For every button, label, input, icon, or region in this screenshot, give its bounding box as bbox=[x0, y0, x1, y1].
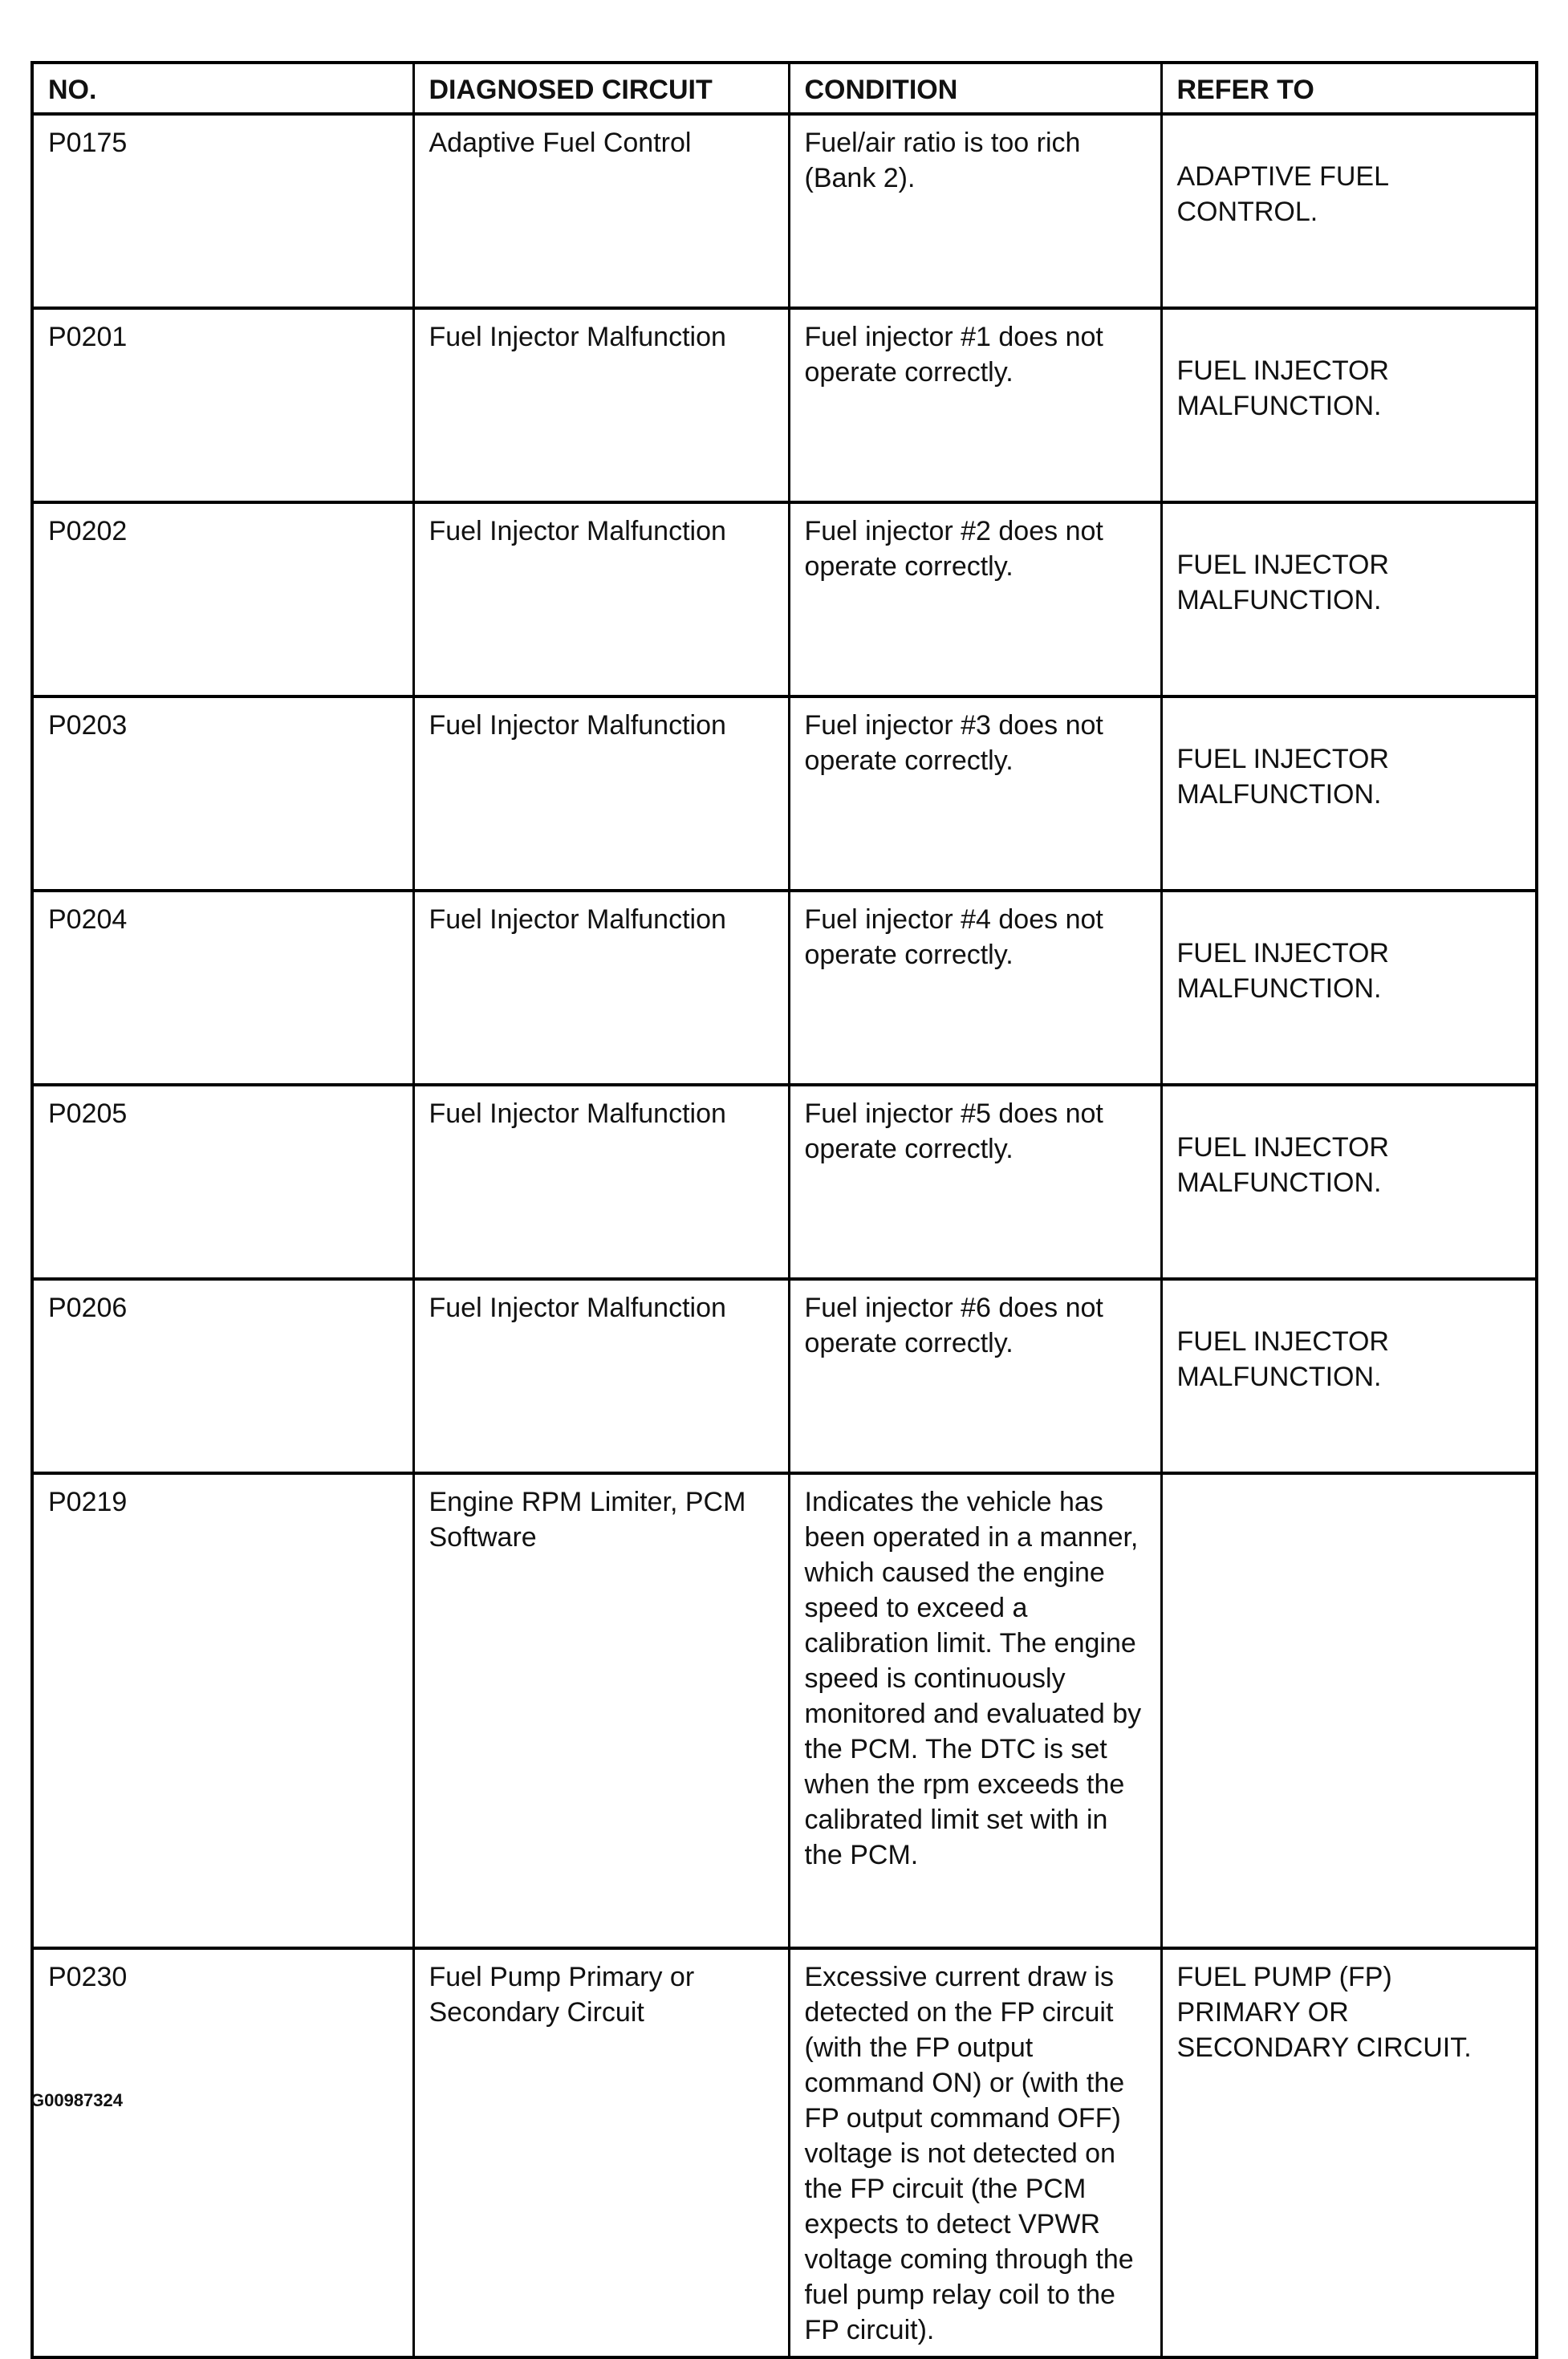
dtc-code: P0202 bbox=[30, 501, 415, 698]
refer-to: FUEL INJECTOR MALFUNCTION. bbox=[1160, 501, 1538, 698]
refer-to: FUEL INJECTOR MALFUNCTION. bbox=[1160, 307, 1538, 504]
table-row: P0203 Fuel Injector Malfunction Fuel injec… bbox=[30, 695, 1538, 892]
table-row: P0202 Fuel Injector Malfunction Fuel injec… bbox=[30, 501, 1538, 698]
dtc-code: P0203 bbox=[30, 695, 415, 892]
dtc-code: P0219 bbox=[30, 1472, 415, 1950]
refer-to: FUEL INJECTOR MALFUNCTION. bbox=[1160, 1083, 1538, 1281]
figure-id: G00987324 bbox=[30, 2090, 123, 2110]
diagnosed-circuit: Fuel Injector Malfunction bbox=[412, 889, 790, 1086]
dtc-code: P0205 bbox=[30, 1083, 415, 1281]
condition: Fuel injector #5 does not operate correc… bbox=[787, 1083, 1163, 1281]
dtc-code: P0230 bbox=[30, 1947, 415, 2359]
condition: Fuel injector #3 does not operate correc… bbox=[787, 695, 1163, 892]
condition: Fuel injector #4 does not operate correc… bbox=[787, 889, 1163, 1086]
diagnosed-circuit: Fuel Pump Primary or Secondary Circuit bbox=[412, 1947, 790, 2359]
table-row: P0205 Fuel Injector Malfunction Fuel injec… bbox=[30, 1083, 1538, 1281]
refer-to: FUEL PUMP (FP) PRIMARY OR SECONDARY CIRC… bbox=[1160, 1947, 1538, 2359]
condition: Fuel injector #2 does not operate correc… bbox=[787, 501, 1163, 698]
refer-to: FUEL INJECTOR MALFUNCTION. bbox=[1160, 695, 1538, 892]
refer-to: FUEL INJECTOR MALFUNCTION. bbox=[1160, 1277, 1538, 1475]
header-circuit: DIAGNOSED CIRCUIT bbox=[412, 61, 790, 116]
condition: Fuel injector #6 does not operate correc… bbox=[787, 1277, 1163, 1475]
diagnosed-circuit: Engine RPM Limiter, PCM Software bbox=[412, 1472, 790, 1950]
diagnosed-circuit: Fuel Injector Malfunction bbox=[412, 501, 790, 698]
condition: Fuel/air ratio is too rich (Bank 2). bbox=[787, 112, 1163, 310]
header-refer: REFER TO bbox=[1160, 61, 1538, 116]
diagnosed-circuit: Fuel Injector Malfunction bbox=[412, 695, 790, 892]
table-row: P0204 Fuel Injector Malfunction Fuel injec… bbox=[30, 889, 1538, 1086]
header-no: NO. bbox=[30, 61, 415, 116]
dtc-code: P0175 bbox=[30, 112, 415, 310]
dtc-code: P0206 bbox=[30, 1277, 415, 1475]
condition: Indicates the vehicle has been operated … bbox=[787, 1472, 1163, 1950]
refer-to: FUEL INJECTOR MALFUNCTION. bbox=[1160, 889, 1538, 1086]
refer-to: ADAPTIVE FUEL CONTROL. bbox=[1160, 112, 1538, 310]
dtc-code: P0201 bbox=[30, 307, 415, 504]
table-row: P0175 Adaptive Fuel Control Fuel/air ratio… bbox=[30, 112, 1538, 310]
condition: Fuel injector #1 does not operate correc… bbox=[787, 307, 1163, 504]
header-row: NO. DIAGNOSED CIRCUIT CONDITION REFER TO bbox=[30, 61, 1538, 116]
diagnosed-circuit: Fuel Injector Malfunction bbox=[412, 1277, 790, 1475]
table-row: P0206 Fuel Injector Malfunction Fuel injec… bbox=[30, 1277, 1538, 1475]
table-row: P0201 Fuel Injector Malfunction Fuel injec… bbox=[30, 307, 1538, 504]
refer-to bbox=[1160, 1472, 1538, 1950]
dtc-table: NO. DIAGNOSED CIRCUIT CONDITION REFER TO… bbox=[30, 61, 1538, 2359]
header-condition: CONDITION bbox=[787, 61, 1163, 116]
diagnosed-circuit: Fuel Injector Malfunction bbox=[412, 1083, 790, 1281]
table-row: P0230 Fuel Pump Primary or Secondary Circ… bbox=[30, 1947, 1538, 2359]
table-row: P0219 Engine RPM Limiter, PCM Software Ind… bbox=[30, 1472, 1538, 1950]
condition: Excessive current draw is detected on th… bbox=[787, 1947, 1163, 2359]
diagnosed-circuit: Fuel Injector Malfunction bbox=[412, 307, 790, 504]
diagnosed-circuit: Adaptive Fuel Control bbox=[412, 112, 790, 310]
dtc-code: P0204 bbox=[30, 889, 415, 1086]
